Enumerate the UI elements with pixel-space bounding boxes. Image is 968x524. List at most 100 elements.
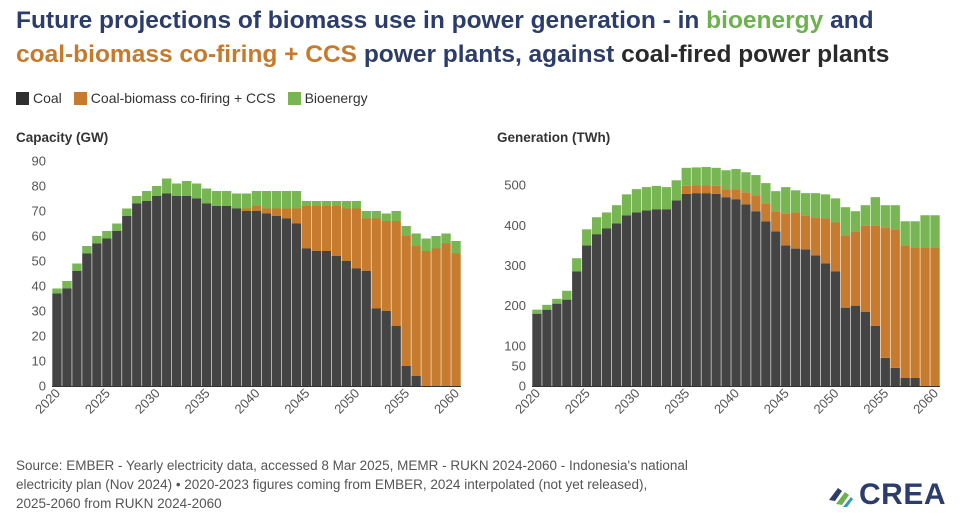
capacity-bar-bioenergy-2058[interactable] [431, 236, 441, 249]
capacity-bar-cofiring-2042[interactable] [271, 208, 282, 217]
generation-bar-coal-2037[interactable] [701, 193, 711, 386]
capacity-bar-coal-2034[interactable] [191, 198, 202, 387]
generation-bar-bioenergy-2050[interactable] [830, 198, 841, 223]
capacity-bar-bioenergy-2035[interactable] [201, 188, 212, 204]
generation-bar-coal-2043[interactable] [761, 221, 771, 386]
capacity-bar-bioenergy-2059[interactable] [441, 233, 451, 244]
generation-bar-cofiring-2042[interactable] [751, 195, 761, 212]
generation-bar-coal-2029[interactable] [621, 215, 632, 386]
capacity-bar-coal-2037[interactable] [221, 206, 232, 386]
capacity-bar-cofiring-2059[interactable] [441, 243, 451, 387]
capacity-bar-bioenergy-2060[interactable] [451, 241, 461, 254]
generation-bar-cofiring-2050[interactable] [830, 222, 841, 272]
capacity-bar-cofiring-2048[interactable] [331, 206, 341, 256]
generation-bar-coal-2026[interactable] [592, 234, 602, 387]
capacity-bar-bioenergy-2047[interactable] [321, 201, 332, 206]
generation-bar-bioenergy-2034[interactable] [671, 180, 681, 201]
generation-bar-bioenergy-2020[interactable] [532, 309, 542, 314]
capacity-bar-coal-2032[interactable] [172, 196, 182, 386]
generation-bar-coal-2054[interactable] [870, 325, 880, 386]
generation-bar-bioenergy-2057[interactable] [900, 221, 910, 246]
generation-bar-cofiring-2051[interactable] [840, 235, 851, 308]
generation-bar-cofiring-2058[interactable] [910, 247, 920, 378]
generation-bar-coal-2051[interactable] [840, 307, 851, 386]
capacity-bar-coal-2038[interactable] [231, 208, 242, 387]
capacity-bar-coal-2042[interactable] [271, 216, 282, 386]
capacity-bar-bioenergy-2045[interactable] [301, 201, 312, 206]
capacity-bar-bioenergy-2046[interactable] [311, 201, 322, 206]
capacity-bar-bioenergy-2053[interactable] [381, 213, 391, 222]
capacity-bar-cofiring-2044[interactable] [291, 208, 302, 224]
capacity-bar-bioenergy-2056[interactable] [411, 233, 421, 247]
generation-bar-bioenergy-2035[interactable] [681, 167, 691, 186]
generation-bar-cofiring-2052[interactable] [850, 231, 861, 306]
generation-bar-bioenergy-2052[interactable] [850, 211, 861, 232]
capacity-bar-bioenergy-2030[interactable] [152, 186, 162, 196]
generation-bar-bioenergy-2025[interactable] [582, 229, 592, 246]
generation-bar-bioenergy-2041[interactable] [741, 172, 751, 193]
capacity-bar-bioenergy-2044[interactable] [291, 191, 302, 209]
generation-bar-cofiring-2041[interactable] [741, 192, 751, 205]
capacity-bar-cofiring-2041[interactable] [261, 208, 272, 214]
generation-bar-coal-2023[interactable] [562, 299, 572, 386]
generation-bar-cofiring-2043[interactable] [761, 203, 771, 222]
capacity-bar-bioenergy-2036[interactable] [211, 191, 222, 206]
generation-bar-bioenergy-2059[interactable] [920, 215, 930, 248]
generation-bar-bioenergy-2033[interactable] [661, 187, 672, 210]
capacity-bar-bioenergy-2029[interactable] [142, 191, 152, 201]
capacity-bar-coal-2030[interactable] [152, 196, 162, 386]
capacity-bar-bioenergy-2041[interactable] [261, 191, 272, 209]
generation-bar-coal-2046[interactable] [791, 248, 801, 386]
generation-bar-coal-2058[interactable] [910, 377, 920, 386]
capacity-bar-coal-2031[interactable] [162, 193, 172, 387]
capacity-bar-cofiring-2047[interactable] [321, 206, 332, 251]
generation-bar-cofiring-2054[interactable] [870, 225, 880, 326]
generation-bar-bioenergy-2051[interactable] [840, 207, 851, 236]
capacity-bar-coal-2036[interactable] [211, 206, 222, 386]
capacity-bar-coal-2025[interactable] [102, 238, 112, 387]
generation-bar-coal-2021[interactable] [542, 309, 552, 386]
generation-bar-coal-2057[interactable] [900, 377, 910, 386]
capacity-bar-bioenergy-2049[interactable] [341, 201, 351, 209]
generation-bar-bioenergy-2021[interactable] [542, 304, 552, 310]
generation-bar-cofiring-2040[interactable] [731, 189, 741, 200]
capacity-bar-bioenergy-2023[interactable] [82, 246, 92, 254]
capacity-bar-coal-2021[interactable] [62, 288, 72, 387]
generation-bar-bioenergy-2046[interactable] [791, 190, 801, 213]
generation-bar-cofiring-2059[interactable] [920, 247, 930, 386]
generation-bar-cofiring-2049[interactable] [820, 218, 831, 264]
generation-bar-bioenergy-2029[interactable] [621, 194, 632, 216]
generation-bar-bioenergy-2038[interactable] [711, 167, 721, 186]
generation-bar-coal-2033[interactable] [661, 209, 672, 386]
generation-bar-coal-2020[interactable] [532, 313, 542, 386]
generation-bar-cofiring-2038[interactable] [711, 185, 721, 194]
generation-bar-bioenergy-2047[interactable] [800, 193, 811, 216]
generation-bar-cofiring-2057[interactable] [900, 245, 910, 378]
generation-bar-bioenergy-2040[interactable] [731, 169, 741, 190]
capacity-bar-cofiring-2052[interactable] [371, 218, 381, 309]
capacity-bar-coal-2024[interactable] [92, 243, 102, 387]
generation-bar-coal-2055[interactable] [880, 357, 890, 387]
generation-bar-bioenergy-2058[interactable] [910, 221, 920, 248]
generation-bar-cofiring-2045[interactable] [781, 213, 791, 246]
generation-bar-cofiring-2048[interactable] [810, 217, 821, 256]
generation-bar-coal-2030[interactable] [631, 212, 642, 386]
generation-bar-coal-2034[interactable] [671, 200, 681, 387]
capacity-bar-cofiring-2050[interactable] [351, 208, 361, 269]
generation-bar-bioenergy-2032[interactable] [651, 185, 662, 210]
generation-bar-bioenergy-2044[interactable] [771, 191, 781, 212]
capacity-bar-bioenergy-2042[interactable] [271, 191, 282, 209]
legend-item-coal[interactable]: Coal [16, 90, 62, 106]
generation-bar-bioenergy-2022[interactable] [552, 298, 562, 304]
capacity-bar-cofiring-2054[interactable] [391, 221, 401, 326]
capacity-bar-coal-2027[interactable] [122, 216, 132, 386]
generation-bar-bioenergy-2036[interactable] [691, 167, 701, 186]
generation-bar-coal-2045[interactable] [781, 245, 791, 387]
generation-bar-coal-2022[interactable] [552, 303, 562, 386]
generation-bar-coal-2032[interactable] [651, 209, 662, 386]
generation-bar-cofiring-2044[interactable] [771, 211, 781, 232]
capacity-bar-coal-2026[interactable] [112, 231, 122, 386]
capacity-bar-cofiring-2060[interactable] [451, 253, 461, 387]
generation-bar-coal-2039[interactable] [721, 197, 731, 386]
generation-bar-bioenergy-2056[interactable] [890, 205, 900, 230]
